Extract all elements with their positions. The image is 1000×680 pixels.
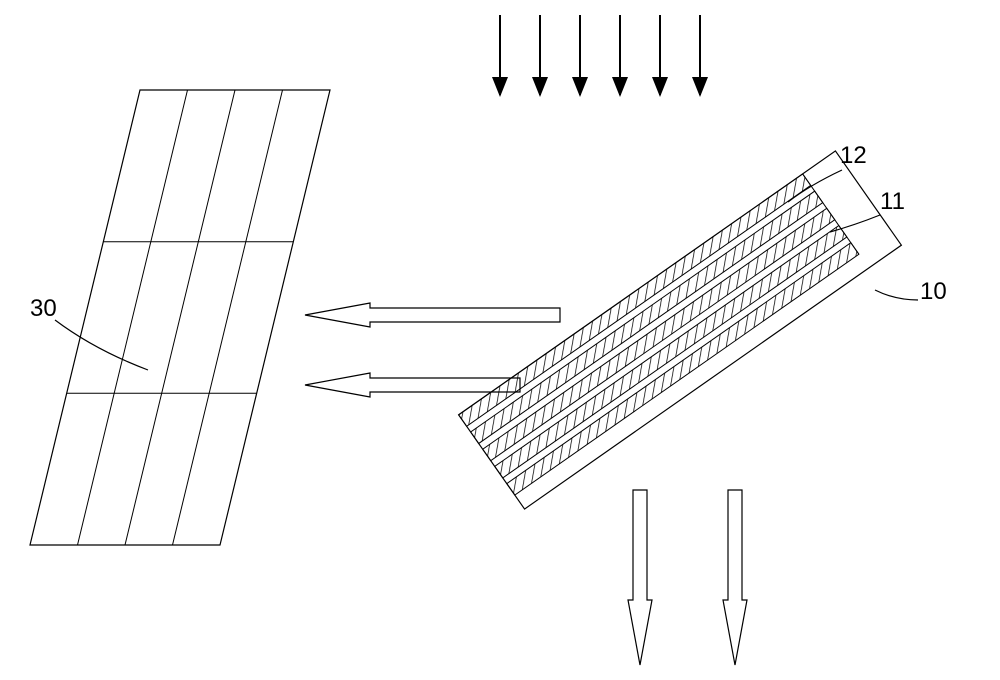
label-30: 30: [30, 295, 57, 323]
label-10: 10: [920, 278, 947, 306]
label-12: 12: [840, 142, 867, 170]
input-arrows: [500, 15, 700, 95]
left-panel: [30, 90, 330, 545]
downward-arrows: [628, 490, 747, 665]
label-11: 11: [880, 188, 905, 216]
diagram-svg: [0, 0, 1000, 680]
right-panel: [459, 151, 902, 509]
